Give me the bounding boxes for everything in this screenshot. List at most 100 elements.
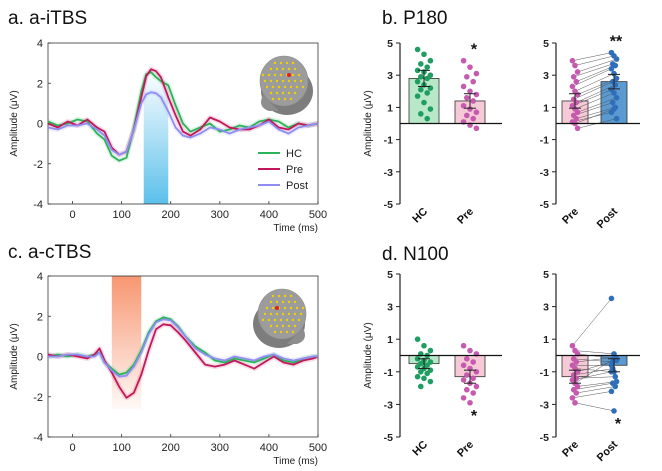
y-axis-label: Amplitude (μV) — [9, 90, 20, 156]
category-label-hc: HC — [410, 439, 430, 459]
erp-chart-ctbs: 0 100 200 300 400 500 -4 -2 0 2 4 Time (ms) Amplitud… — [9, 271, 327, 467]
y-tick-label: -5 — [384, 199, 393, 211]
data-point-pre — [460, 362, 467, 369]
paired-line — [577, 58, 617, 73]
paired-line — [574, 108, 615, 124]
data-point-pre — [470, 98, 477, 104]
data-point-post — [611, 90, 617, 96]
data-point-hc — [421, 51, 427, 58]
data-point-hc — [418, 383, 424, 390]
data-point-pre — [470, 359, 477, 365]
y-tick-label: -5 — [384, 432, 393, 444]
paired-line — [574, 368, 615, 373]
electrode-dot — [291, 73, 295, 77]
y-tick-label: 5 — [387, 269, 393, 281]
data-point-pre — [460, 395, 467, 401]
electrode-dot — [287, 67, 291, 71]
x-tick-label: 400 — [260, 209, 278, 221]
x-tick-label: 100 — [112, 209, 130, 221]
head-ear — [287, 328, 305, 344]
paired-line — [577, 97, 617, 113]
data-point-post — [611, 408, 617, 414]
paired-line — [576, 84, 616, 103]
p180-bar-chart-hc-pre: -5 -3 -1 1 3 5 Amplitude (μV) HC Pre * — [363, 38, 502, 227]
electrode-dot — [287, 91, 291, 95]
electrode-dot — [273, 318, 277, 322]
data-point-pre — [574, 109, 581, 116]
category-label-pre: Pre — [560, 206, 581, 227]
category-label-pre: Pre — [560, 439, 581, 460]
x-axis-label: Time (ms) — [273, 223, 318, 234]
electrode-dot — [283, 85, 287, 89]
data-point-hc — [424, 75, 431, 82]
y-tick-label: 3 — [387, 70, 393, 82]
paired-line — [573, 382, 613, 390]
category-label-post: Post — [595, 438, 621, 464]
panel-c-title: c. a-cTBS — [8, 242, 91, 263]
y-tick-label: -2 — [33, 159, 43, 171]
category-label-pre: Pre — [455, 439, 476, 460]
data-point-pre — [470, 78, 477, 85]
y-tick-label: -1 — [540, 367, 549, 379]
y-tick-label: 1 — [543, 102, 549, 114]
electrode-dot — [277, 294, 281, 298]
electrode-dot — [289, 97, 293, 101]
paired-line — [573, 63, 613, 78]
electrode-dot — [291, 330, 295, 334]
electrode-dot — [273, 73, 277, 77]
head-ear — [261, 95, 279, 111]
x-tick-label: 200 — [162, 209, 180, 221]
electrode-dot — [269, 91, 273, 95]
paired-line — [576, 386, 616, 394]
electrode-dot — [279, 73, 283, 77]
data-point-hc — [427, 57, 434, 64]
electrode-dot — [279, 61, 283, 65]
data-point-hc — [414, 373, 421, 380]
electrode-dot — [299, 79, 303, 83]
electrode-dot — [267, 73, 271, 77]
paired-line — [576, 356, 616, 363]
electrode-dot — [283, 306, 287, 310]
n100-bar-chart-hc-pre: -5 -3 -1 1 3 5 Amplitude (μV) HC Pre * — [363, 269, 502, 460]
electrode-dot — [299, 312, 303, 316]
y-tick-label: -4 — [33, 432, 43, 444]
data-point-pre — [573, 78, 580, 85]
electrode-dot — [281, 67, 285, 71]
y-tick-label: 0 — [37, 352, 43, 364]
significance-marker: ** — [610, 34, 623, 51]
data-point-post — [612, 62, 619, 69]
y-tick-label: -1 — [384, 367, 393, 379]
data-point-pre — [570, 74, 577, 80]
paired-line — [573, 358, 613, 363]
electrode-dot — [289, 306, 293, 310]
data-point-pre — [460, 102, 467, 109]
electrode-dot — [297, 73, 301, 77]
electrode-dot — [301, 85, 305, 89]
data-point-hc — [421, 342, 427, 349]
y-tick-label: -3 — [384, 167, 393, 179]
electrode-dot — [287, 300, 291, 304]
data-point-hc — [424, 115, 431, 122]
x-tick-label: 300 — [211, 442, 229, 454]
electrode-dot — [283, 97, 287, 101]
electrode-dot — [269, 300, 273, 304]
y-tick-label: -2 — [33, 392, 43, 404]
data-point-pre — [574, 383, 581, 390]
paired-line — [574, 402, 615, 412]
data-point-pre — [470, 375, 477, 382]
data-point-pre — [572, 62, 578, 69]
n100-bar-chart-pre-post: -5 -3 -1 1 3 5 Pre Post * — [540, 269, 640, 464]
x-tick-label: 0 — [69, 442, 75, 454]
y-axis-label: Amplitude (μV) — [9, 323, 20, 389]
data-point-pre — [473, 70, 480, 77]
electrode-dot — [269, 67, 273, 71]
electrode-dot — [281, 312, 285, 316]
x-axis-label: Time (ms) — [273, 456, 318, 467]
electrode-dot — [275, 324, 279, 328]
electrode-dot — [279, 330, 283, 334]
electrode-dot — [287, 312, 291, 316]
electrode-dot — [285, 61, 289, 65]
y-tick-label: -5 — [540, 432, 549, 444]
paired-line — [574, 73, 615, 92]
data-point-pre — [473, 91, 480, 98]
